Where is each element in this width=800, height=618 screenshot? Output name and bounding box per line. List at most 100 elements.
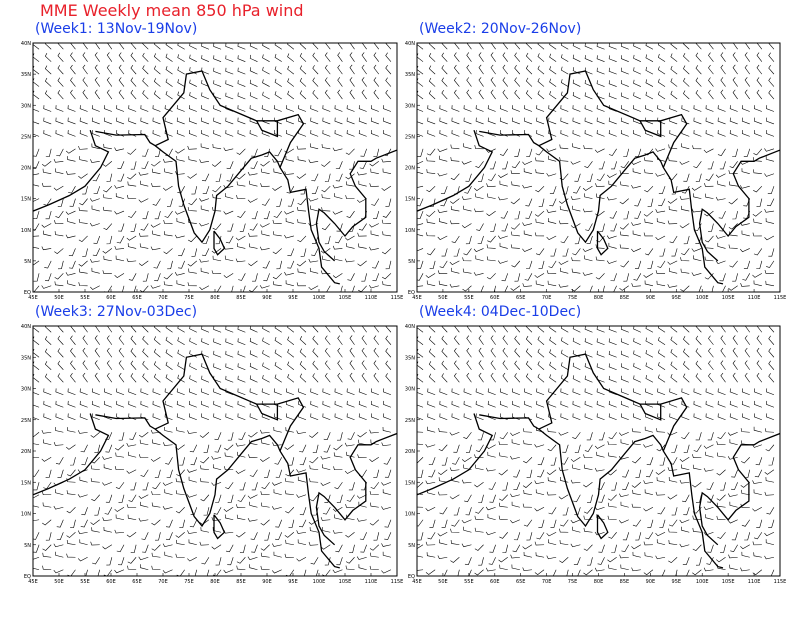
wind-barb <box>309 457 319 464</box>
wind-barb <box>176 469 185 477</box>
wind-barb <box>194 569 198 576</box>
wind-barb <box>538 260 545 269</box>
wind-barb <box>584 255 593 262</box>
wind-barb <box>360 148 367 157</box>
wind-barb <box>189 519 198 528</box>
wind-barb <box>33 556 40 560</box>
wind-barb <box>502 372 508 383</box>
wind-barb <box>439 539 448 546</box>
wind-barb <box>361 273 367 282</box>
wind-barb <box>249 67 258 75</box>
wind-barb <box>707 544 714 553</box>
x-tick-label: 115E <box>391 295 404 301</box>
wind-barb <box>417 43 424 50</box>
wind-barb <box>720 335 726 345</box>
wind-barb <box>33 210 40 220</box>
wind-barb <box>41 223 52 228</box>
wind-barb <box>67 117 76 125</box>
wind-barb <box>645 413 654 421</box>
wind-barb <box>249 117 258 125</box>
wind-barb <box>633 43 641 50</box>
wind-barb <box>361 89 367 100</box>
wind-barb <box>261 439 270 446</box>
wind-barb <box>284 271 294 276</box>
wind-barb <box>126 258 137 263</box>
wind-barb <box>200 267 210 274</box>
wind-barb <box>346 413 355 421</box>
x-tick-label: 75E <box>184 579 194 585</box>
wind-barb <box>106 557 113 566</box>
wind-barb <box>223 273 234 279</box>
wind-barb <box>383 400 392 408</box>
wind-barb <box>719 273 726 282</box>
wind-barb <box>741 413 750 421</box>
wind-barb <box>176 539 185 546</box>
wind-barb <box>141 532 149 540</box>
wind-barb <box>584 92 593 100</box>
wind-barb <box>299 52 307 62</box>
wind-barb <box>511 439 520 446</box>
wind-barb <box>201 130 210 137</box>
wind-barb <box>285 539 294 546</box>
wind-barb <box>188 235 198 243</box>
wind-barb <box>299 361 307 370</box>
wind-barb <box>381 569 392 574</box>
wind-barb <box>297 156 307 162</box>
wind-barb <box>754 388 762 396</box>
wind-barb <box>478 77 484 87</box>
wind-barb <box>175 532 185 538</box>
wind-barb <box>323 444 331 453</box>
wind-barb <box>70 372 76 383</box>
wind-barb <box>671 248 678 257</box>
wind-barb <box>488 173 496 181</box>
wind-barb <box>681 130 690 137</box>
wind-barb <box>549 66 557 75</box>
y-tick-label: 25N <box>21 418 31 424</box>
wind-barb <box>595 244 605 249</box>
wind-barb <box>425 541 436 546</box>
wind-barb <box>753 489 762 496</box>
wind-barb <box>417 392 424 396</box>
wind-barb <box>57 360 64 370</box>
wind-barb <box>510 431 520 436</box>
wind-barb <box>297 206 307 212</box>
wind-barb <box>42 439 52 446</box>
wind-barb <box>320 517 331 521</box>
wind-barb <box>560 79 569 87</box>
wind-barb <box>237 92 246 100</box>
wind-barb <box>57 43 64 50</box>
wind-barb <box>150 223 161 228</box>
wind-barb <box>493 285 496 292</box>
wind-barb <box>78 145 88 150</box>
wind-barb <box>274 148 282 157</box>
wind-barb <box>683 173 690 182</box>
wind-barb <box>656 539 666 546</box>
wind-barb <box>451 130 460 137</box>
wind-barb <box>321 144 331 150</box>
wind-barb <box>115 514 125 521</box>
wind-barb <box>560 105 569 112</box>
wind-barb <box>657 78 666 87</box>
wind-barb <box>262 337 270 346</box>
wind-barb <box>681 186 690 194</box>
wind-barb <box>303 569 307 576</box>
wind-barb <box>573 494 581 503</box>
wind-barb <box>753 169 762 175</box>
wind-barb <box>335 161 343 169</box>
wind-barb <box>249 388 258 396</box>
wind-barb <box>729 388 738 396</box>
wind-barb <box>477 432 484 441</box>
wind-barb <box>385 64 392 75</box>
wind-barb <box>765 155 775 162</box>
wind-barb <box>584 130 593 137</box>
wind-barb <box>768 519 775 528</box>
wind-barb <box>369 246 379 251</box>
wind-barb <box>361 335 367 345</box>
wind-barb <box>102 481 112 486</box>
wind-barb <box>425 569 436 575</box>
wind-barb <box>57 77 64 87</box>
wind-barb <box>449 431 460 436</box>
wind-barb <box>475 464 484 471</box>
wind-barb <box>153 348 161 358</box>
wind-barb <box>572 388 581 396</box>
